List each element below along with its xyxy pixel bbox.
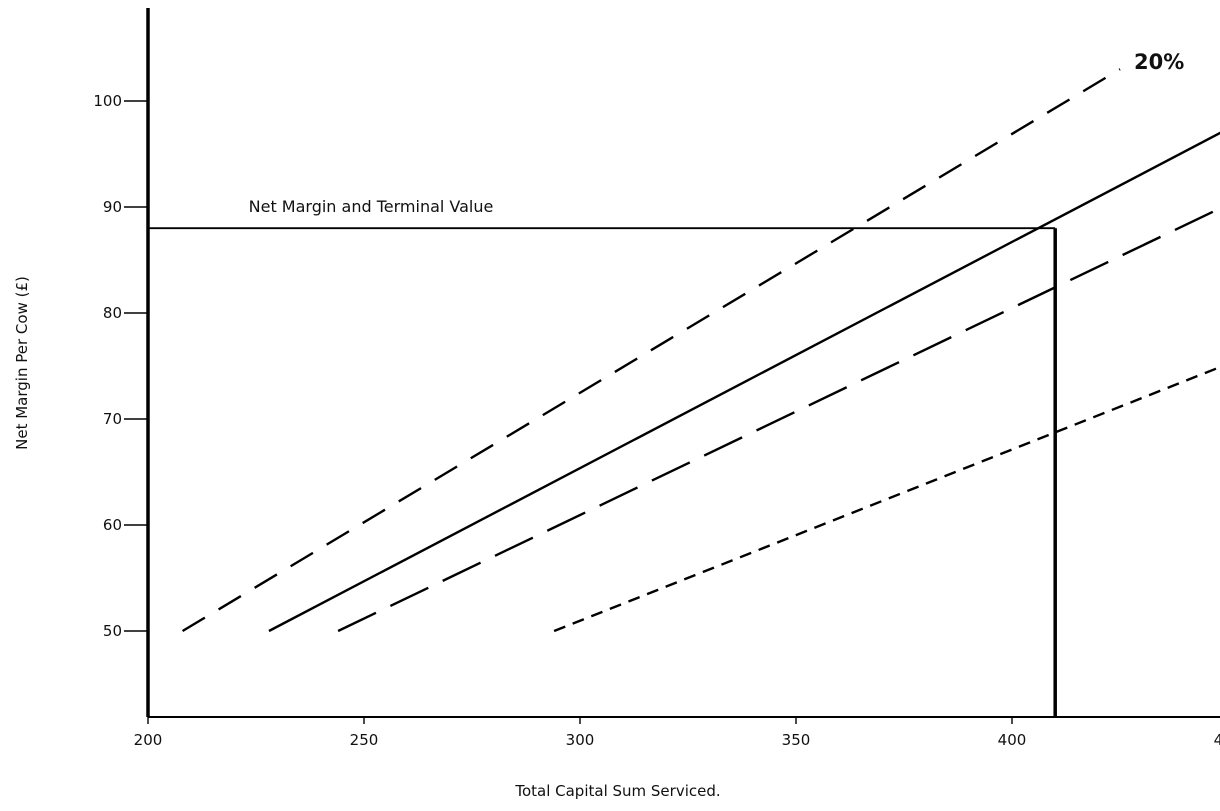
x-tick-label: 200 bbox=[134, 731, 163, 749]
y-tick-label: 100 bbox=[93, 92, 122, 110]
x-axis-title: Total Capital Sum Serviced. bbox=[514, 782, 720, 800]
y-tick-label: 50 bbox=[103, 622, 122, 640]
labels-group: 20%17%15%10% bbox=[1134, 50, 1184, 74]
series-group bbox=[181, 68, 1220, 633]
series-line bbox=[553, 365, 1220, 633]
axes: 5060708090100200250300350400450500550600… bbox=[13, 8, 1220, 800]
series-label: 20% bbox=[1134, 50, 1184, 74]
x-tick-label: 300 bbox=[566, 731, 595, 749]
series-line bbox=[181, 68, 1121, 633]
x-tick-label: 450 bbox=[1214, 731, 1220, 749]
x-tick-label: 400 bbox=[998, 731, 1027, 749]
x-tick-label: 250 bbox=[350, 731, 379, 749]
series-line bbox=[337, 207, 1220, 633]
series-line bbox=[268, 131, 1220, 633]
annotation-label: Net Margin and Terminal Value bbox=[249, 197, 494, 216]
y-tick-label: 60 bbox=[103, 516, 122, 534]
annotation-group: Net Margin and Terminal Value bbox=[148, 197, 1057, 717]
y-tick-label: 70 bbox=[103, 410, 122, 428]
x-tick-label: 350 bbox=[782, 731, 811, 749]
y-axis-title: Net Margin Per Cow (£) bbox=[13, 276, 31, 450]
y-tick-label: 90 bbox=[103, 198, 122, 216]
y-tick-label: 80 bbox=[103, 304, 122, 322]
